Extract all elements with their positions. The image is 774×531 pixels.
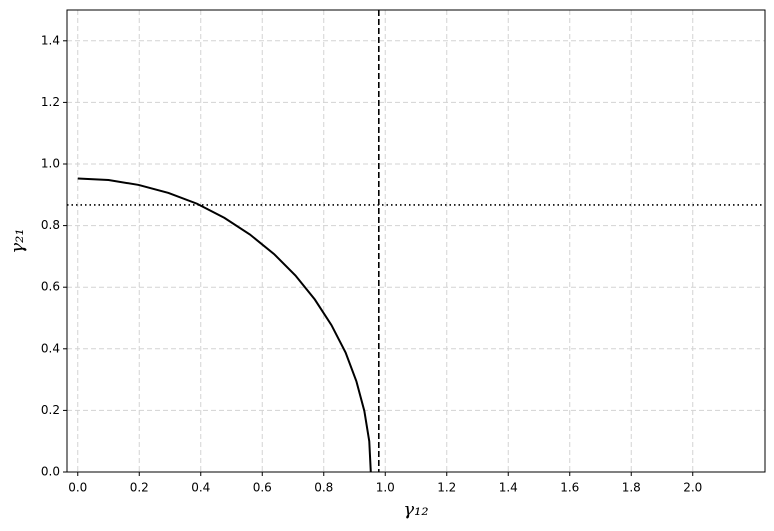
x-axis-label: γ₁₂ xyxy=(403,499,428,520)
x-tick-label: 0.4 xyxy=(191,481,210,495)
y-tick-label: 0.8 xyxy=(41,218,60,232)
x-tick-label: 0.6 xyxy=(253,481,272,495)
x-tick-label: 0.2 xyxy=(130,481,149,495)
y-tick-label: 1.2 xyxy=(41,95,60,109)
x-tick-label: 0.8 xyxy=(314,481,333,495)
x-tick-label: 0.0 xyxy=(68,481,87,495)
y-tick-label: 1.0 xyxy=(41,157,60,171)
y-tick-label: 0.6 xyxy=(41,280,60,294)
curve xyxy=(77,177,372,473)
x-tick-label: 1.8 xyxy=(622,481,641,495)
y-tick-label: 0.0 xyxy=(41,465,60,479)
x-tick-label: 2.0 xyxy=(683,481,702,495)
x-tick-label: 1.0 xyxy=(376,481,395,495)
y-axis-label: γ₂₁ xyxy=(7,228,28,253)
plot-frame xyxy=(66,9,766,473)
x-tick-label: 1.4 xyxy=(499,481,518,495)
y-tick-label: 1.4 xyxy=(41,33,60,47)
y-tick-label: 0.2 xyxy=(41,403,60,417)
x-tick-label: 1.6 xyxy=(560,481,579,495)
y-tick-label: 0.4 xyxy=(41,341,60,355)
x-tick-label: 1.2 xyxy=(437,481,456,495)
